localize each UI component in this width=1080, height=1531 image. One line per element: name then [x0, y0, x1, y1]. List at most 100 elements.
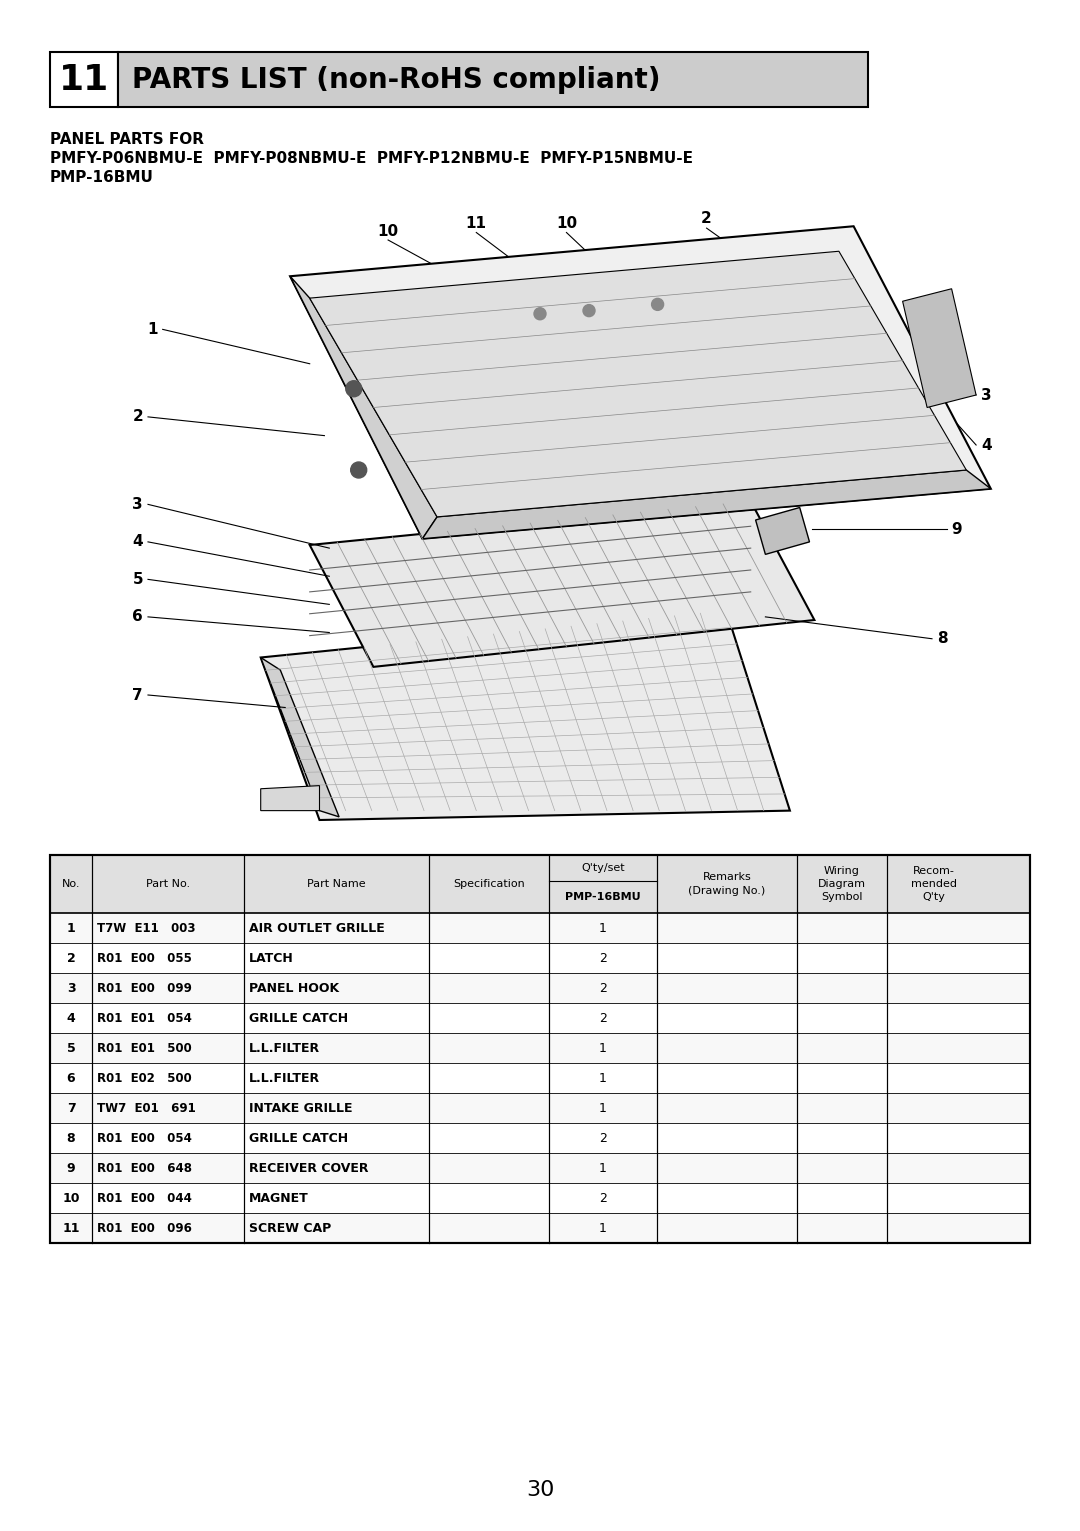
Text: 4: 4	[67, 1012, 76, 1024]
Circle shape	[346, 381, 362, 397]
Text: R01  E00   099: R01 E00 099	[97, 981, 192, 995]
Text: 1: 1	[599, 1072, 607, 1084]
Text: RECEIVER COVER: RECEIVER COVER	[249, 1162, 368, 1174]
Bar	[50, 1183, 1030, 1213]
Text: 2: 2	[599, 1131, 607, 1145]
Bar	[50, 854, 1030, 912]
Text: R01  E00   055: R01 E00 055	[97, 951, 192, 965]
Text: T7W  E11   003: T7W E11 003	[97, 922, 195, 934]
Text: 4: 4	[133, 534, 143, 550]
Text: 2: 2	[599, 981, 607, 995]
Text: 8: 8	[937, 631, 947, 646]
Text: 2: 2	[133, 409, 143, 424]
Circle shape	[651, 299, 663, 311]
Text: TW7  E01   691: TW7 E01 691	[97, 1101, 195, 1115]
Text: R01  E00   054: R01 E00 054	[97, 1131, 192, 1145]
Text: R01  E02   500: R01 E02 500	[97, 1072, 192, 1084]
Text: 2: 2	[599, 951, 607, 965]
Circle shape	[351, 462, 367, 478]
Text: 1: 1	[599, 1041, 607, 1055]
Text: 30: 30	[526, 1480, 554, 1500]
Text: 9: 9	[67, 1162, 76, 1174]
Bar	[50, 1213, 1030, 1243]
Bar	[50, 974, 1030, 1003]
Text: SCREW CAP: SCREW CAP	[249, 1222, 332, 1234]
Text: 2: 2	[599, 1012, 607, 1024]
Text: 1: 1	[599, 1162, 607, 1174]
Bar	[50, 1003, 1030, 1033]
Text: 1: 1	[599, 1222, 607, 1234]
Text: 9: 9	[951, 522, 962, 537]
Text: 10: 10	[378, 224, 399, 239]
Text: Part Name: Part Name	[307, 879, 366, 890]
Text: R01  E01   500: R01 E01 500	[97, 1041, 192, 1055]
Text: 1: 1	[599, 922, 607, 934]
Bar	[50, 854, 1030, 1243]
Text: 6: 6	[133, 609, 143, 625]
Text: GRILLE CATCH: GRILLE CATCH	[249, 1131, 348, 1145]
Bar	[118, 52, 868, 107]
Text: INTAKE GRILLE: INTAKE GRILLE	[249, 1101, 352, 1115]
Text: No.: No.	[62, 879, 80, 890]
Text: PARTS LIST (non-RoHS compliant): PARTS LIST (non-RoHS compliant)	[132, 66, 661, 93]
Text: 2: 2	[67, 951, 76, 965]
Text: 8: 8	[67, 1131, 76, 1145]
Polygon shape	[260, 611, 789, 821]
Text: AIR OUTLET GRILLE: AIR OUTLET GRILLE	[249, 922, 384, 934]
Text: 1: 1	[599, 1101, 607, 1115]
Text: 5: 5	[133, 573, 143, 586]
Text: 2: 2	[701, 211, 712, 225]
Text: GRILLE CATCH: GRILLE CATCH	[249, 1012, 348, 1024]
Text: R01  E00   648: R01 E00 648	[97, 1162, 192, 1174]
Text: 1: 1	[147, 322, 158, 337]
Text: 10: 10	[556, 216, 577, 231]
Text: Recom-
mended
Q'ty: Recom- mended Q'ty	[910, 867, 957, 902]
Text: 11: 11	[59, 63, 109, 96]
Text: 6: 6	[67, 1072, 76, 1084]
Circle shape	[534, 308, 546, 320]
Bar	[50, 1124, 1030, 1153]
Text: 7: 7	[133, 687, 143, 703]
Bar	[50, 1063, 1030, 1093]
Bar	[50, 1093, 1030, 1124]
Polygon shape	[756, 507, 810, 554]
Polygon shape	[260, 785, 320, 810]
Bar	[50, 1153, 1030, 1183]
Text: 5: 5	[67, 1041, 76, 1055]
Polygon shape	[260, 657, 339, 818]
Bar	[50, 854, 1030, 1243]
Text: PANEL PARTS FOR: PANEL PARTS FOR	[50, 132, 204, 147]
Bar	[50, 52, 118, 107]
Polygon shape	[310, 251, 967, 517]
Text: R01  E00   044: R01 E00 044	[97, 1191, 192, 1205]
Bar	[50, 943, 1030, 974]
Text: 11: 11	[465, 216, 487, 231]
Bar	[50, 1033, 1030, 1063]
Text: PANEL HOOK: PANEL HOOK	[249, 981, 339, 995]
Text: 7: 7	[67, 1101, 76, 1115]
Text: 4: 4	[981, 438, 991, 453]
Text: PMFY-P06NBMU-E  PMFY-P08NBMU-E  PMFY-P12NBMU-E  PMFY-P15NBMU-E: PMFY-P06NBMU-E PMFY-P08NBMU-E PMFY-P12NB…	[50, 152, 693, 165]
Bar	[50, 912, 1030, 943]
Text: L.L.FILTER: L.L.FILTER	[249, 1041, 320, 1055]
Text: Q'ty/set: Q'ty/set	[581, 863, 625, 873]
Text: 11: 11	[63, 1222, 80, 1234]
Text: 3: 3	[981, 387, 991, 403]
Text: LATCH: LATCH	[249, 951, 294, 965]
Text: 3: 3	[67, 981, 76, 995]
Text: 1: 1	[67, 922, 76, 934]
Text: R01  E00   096: R01 E00 096	[97, 1222, 192, 1234]
Polygon shape	[291, 276, 437, 539]
Text: Wiring
Diagram
Symbol: Wiring Diagram Symbol	[818, 867, 866, 902]
Text: MAGNET: MAGNET	[249, 1191, 309, 1205]
Text: 10: 10	[63, 1191, 80, 1205]
Text: Specification: Specification	[454, 879, 525, 890]
Text: L.L.FILTER: L.L.FILTER	[249, 1072, 320, 1084]
Text: Part No.: Part No.	[146, 879, 190, 890]
Polygon shape	[422, 470, 990, 539]
Text: PMP-16BMU: PMP-16BMU	[50, 170, 153, 185]
Text: 2: 2	[599, 1191, 607, 1205]
Circle shape	[583, 305, 595, 317]
Text: R01  E01   054: R01 E01 054	[97, 1012, 192, 1024]
Polygon shape	[903, 289, 976, 407]
